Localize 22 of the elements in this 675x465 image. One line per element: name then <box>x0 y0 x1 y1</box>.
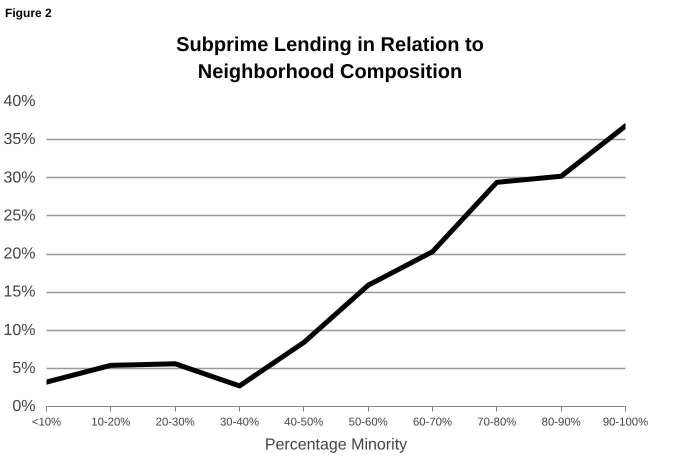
x-tick-label: 50-60% <box>348 416 388 429</box>
x-tick-label: 30-40% <box>220 416 260 429</box>
y-tick-label: 15% <box>3 284 36 301</box>
y-tick-label: 5% <box>12 360 36 378</box>
x-tick-label: 10-20% <box>91 416 130 429</box>
y-tick-label: 0% <box>12 398 36 416</box>
y-tick-label: 40% <box>3 93 36 110</box>
x-tick-label: <10% <box>32 416 62 429</box>
x-tick-label: 90-100% <box>602 416 648 429</box>
x-tick-label: 20-30% <box>156 416 195 429</box>
y-tick-label: 30% <box>3 169 36 186</box>
x-tick-label: 40-50% <box>284 416 324 429</box>
x-tick-label: 70-80% <box>477 416 516 429</box>
caption: Figure 2 <box>5 5 52 22</box>
x-tick-label: 80-90% <box>542 416 581 429</box>
chart-title: Subprime Lending in Relation to Neighborhood Composition <box>175 33 485 86</box>
y-tick-label: 10% <box>3 322 36 339</box>
y-tick-label: 25% <box>3 208 36 225</box>
x-tick-label: 60-70% <box>412 416 452 429</box>
y-tick-label: 35% <box>3 131 36 148</box>
x-axis-title: Percentage Minority <box>264 436 408 454</box>
y-tick-label: 20% <box>3 246 36 263</box>
